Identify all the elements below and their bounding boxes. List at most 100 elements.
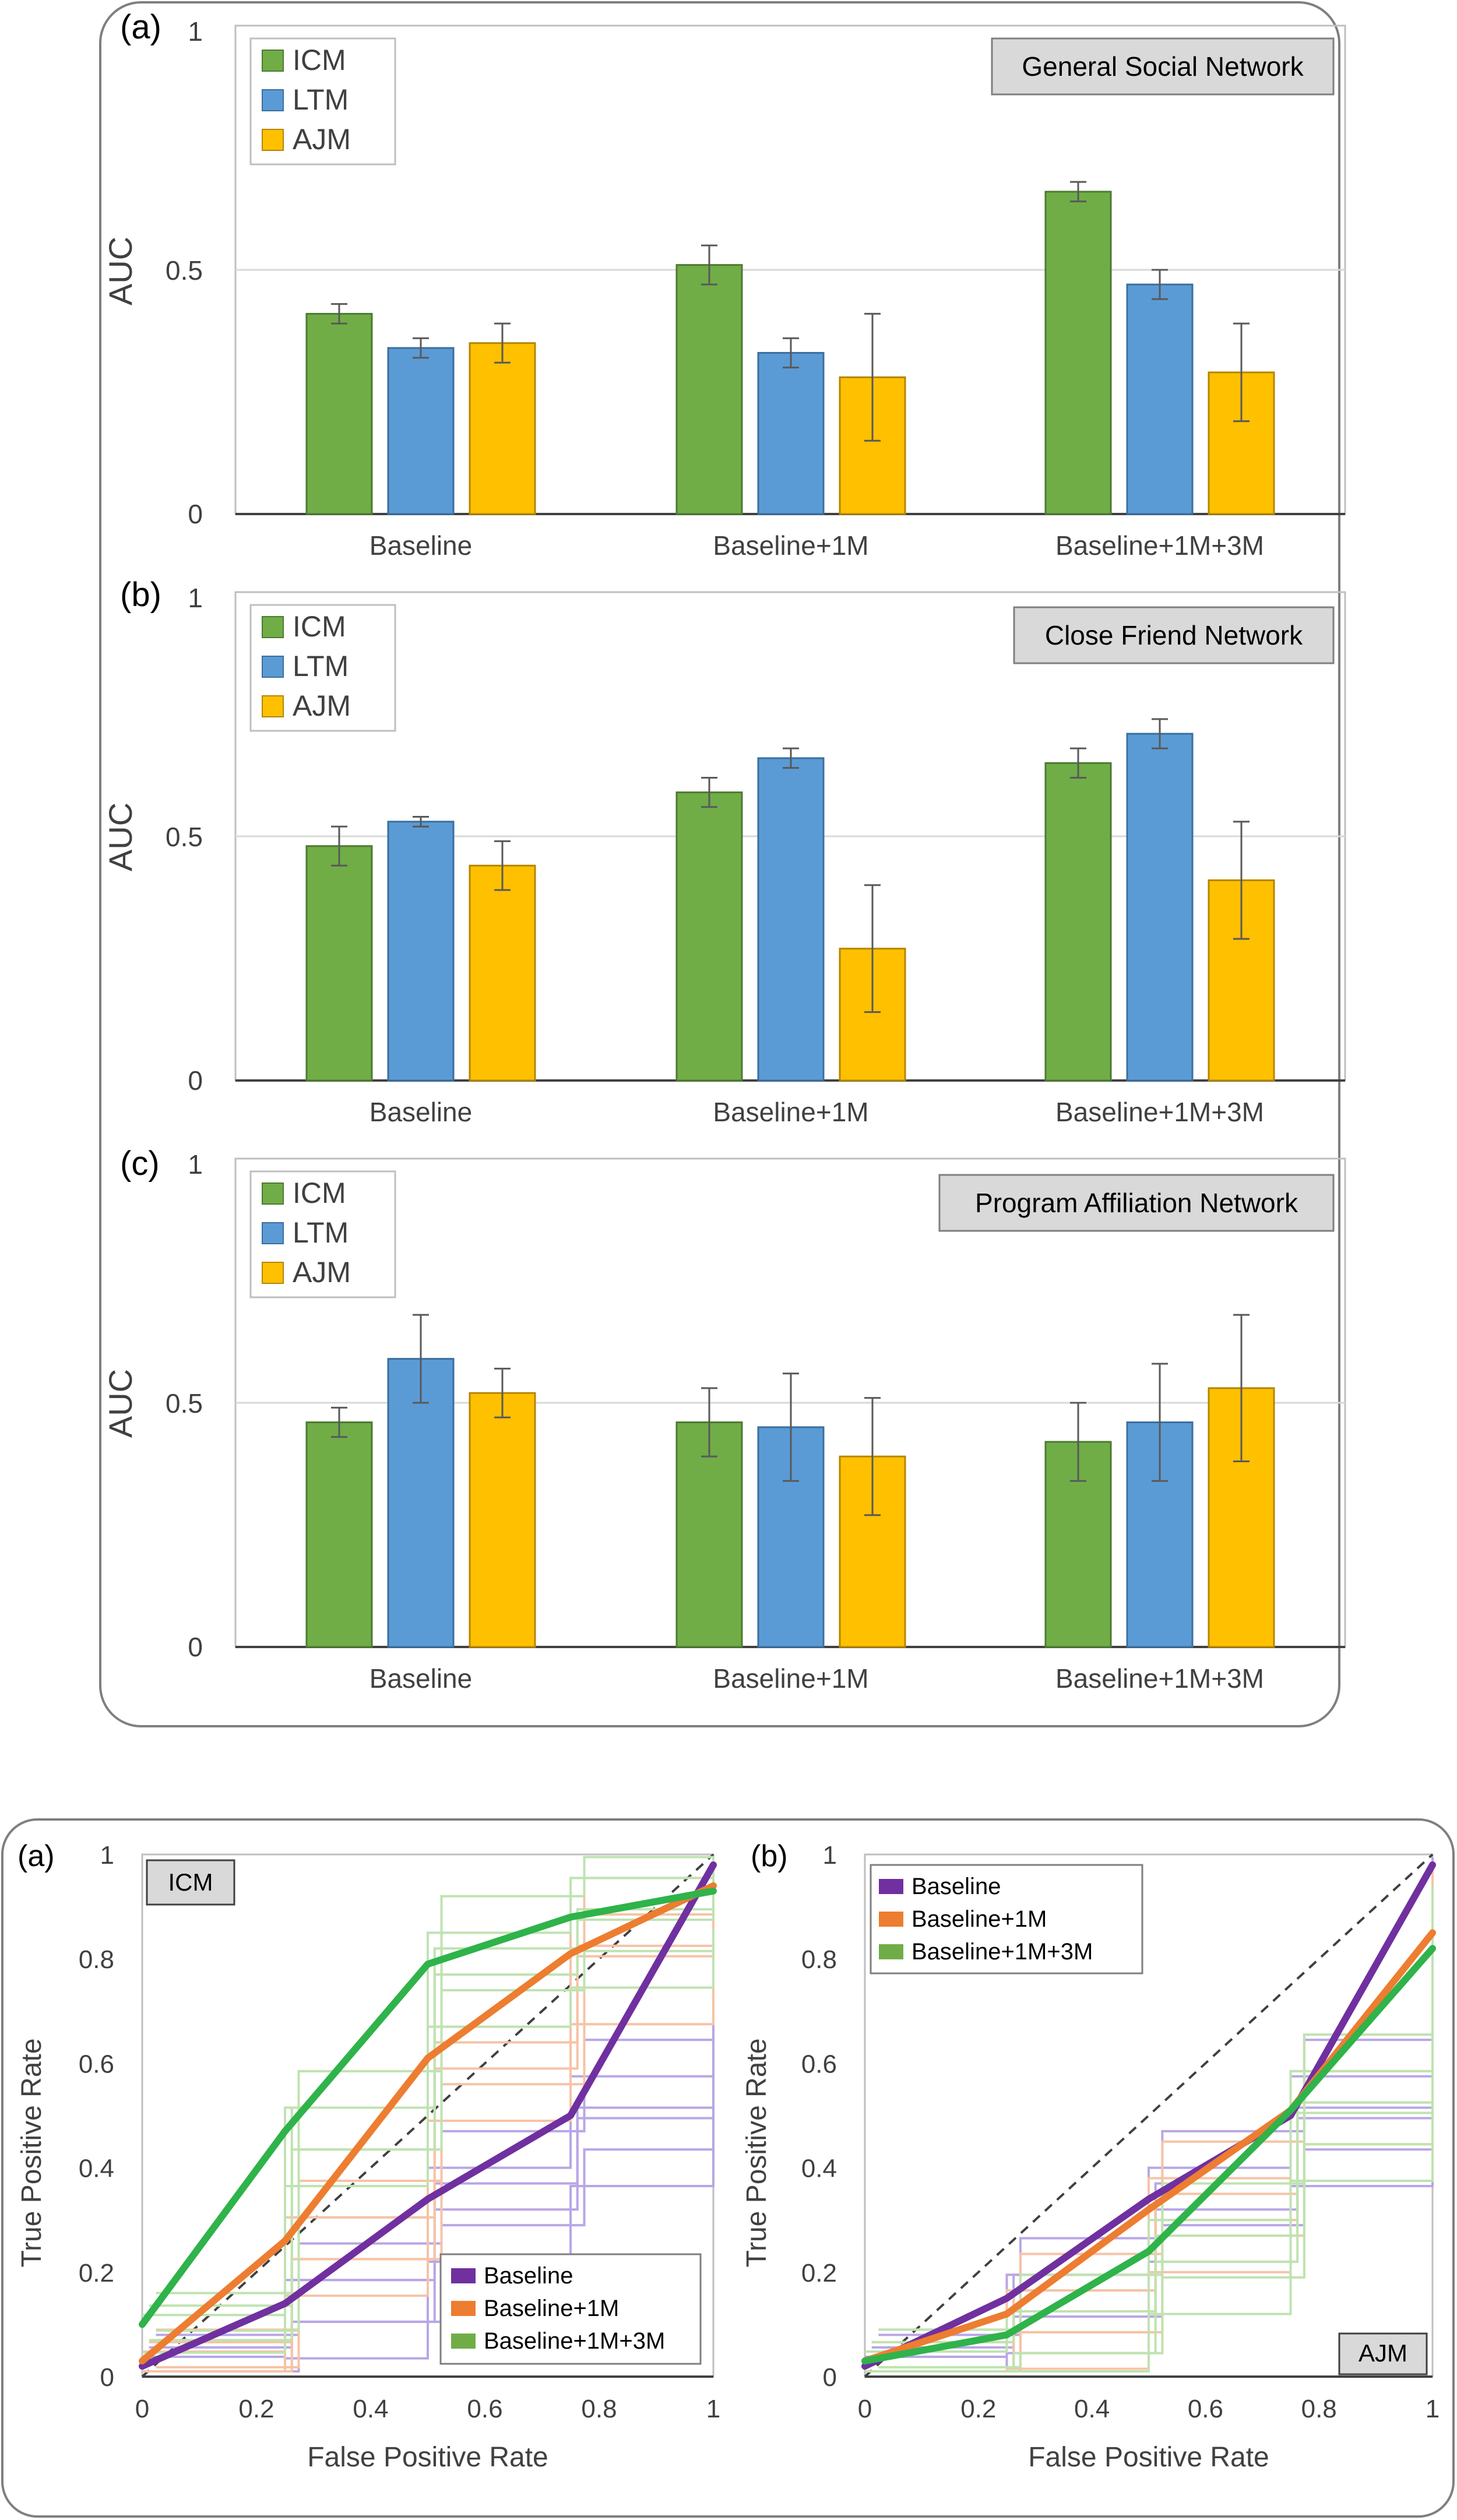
panel-title-box xyxy=(1338,2332,1428,2375)
y-tick-label: 0 xyxy=(100,2363,114,2392)
legend-label-ajm: AJM xyxy=(293,123,351,156)
legend-swatch-ajm xyxy=(262,129,284,151)
legend-swatch-icm xyxy=(262,616,284,638)
panel-title: AJM xyxy=(1359,2339,1407,2367)
y-tick-label: 0 xyxy=(188,499,203,529)
panel-title-box xyxy=(1013,606,1335,664)
legend-label-ltm: LTM xyxy=(293,650,349,682)
y-tick-label: 0.2 xyxy=(79,2259,114,2287)
bar-ltm-baseline-1m-3m xyxy=(1126,283,1194,515)
x-tick-label: Baseline+1M+3M xyxy=(1055,1663,1264,1694)
bar-ltm-baseline xyxy=(387,821,455,1082)
error-bar xyxy=(413,815,429,828)
roc-panel-a: (a) True Positive Rate 0 0.2 0.4 0.6 0.8 1 0 0… xyxy=(16,1839,720,2473)
panel-label: (c) xyxy=(120,1145,160,1182)
legend: Baseline Baseline+1M Baseline+1M+3M xyxy=(870,1864,1143,1975)
panel-label: (b) xyxy=(751,1839,788,1873)
x-tick-label: 1 xyxy=(1426,2395,1440,2423)
error-bar xyxy=(783,1372,799,1482)
panel-label: (b) xyxy=(120,576,161,614)
x-tick-label: 0 xyxy=(135,2395,149,2423)
error-bar xyxy=(701,776,717,808)
legend-swatch-ltm xyxy=(262,1222,284,1244)
error-bar xyxy=(331,825,347,867)
bar-ltm-baseline-1m-3m xyxy=(1126,733,1194,1082)
x-tick-label: 0.8 xyxy=(1301,2395,1337,2423)
bar-panel-b: (b) AUC 1 0.5 0 Baseline Baseline+1M Bas… xyxy=(102,576,1346,1127)
x-tick-label: 0.4 xyxy=(353,2395,388,2423)
bar-ltm-baseline-1m xyxy=(757,351,825,515)
legend-swatch-baseline xyxy=(451,2268,476,2283)
roc-panel-b: (b) True Positive Rate 0 0.2 0.4 0.6 0.8 1 0 0… xyxy=(741,1839,1440,2473)
error-bar xyxy=(864,884,881,1013)
error-bar xyxy=(1233,322,1250,423)
y-tick-label: 0.8 xyxy=(79,1945,114,1974)
x-tick-label: Baseline+1M+3M xyxy=(1055,530,1264,561)
legend-label-ajm: AJM xyxy=(293,689,351,722)
y-tick-label: 0 xyxy=(188,1632,203,1662)
error-bar xyxy=(864,1397,881,1516)
error-bar xyxy=(783,337,799,369)
bar-ajm-baseline xyxy=(469,1392,536,1648)
y-tick-label: 1 xyxy=(823,1841,837,1870)
bar-icm-baseline-1m-3m xyxy=(1044,191,1112,515)
x-tick-label: 0.8 xyxy=(581,2395,617,2423)
panel-title: Close Friend Network xyxy=(1045,620,1303,650)
x-tick-label: 0.4 xyxy=(1074,2395,1110,2423)
panel-label: (a) xyxy=(17,1839,55,1873)
error-bar xyxy=(413,337,429,359)
legend: ICM LTM AJM xyxy=(249,604,396,732)
legend-label-ajm: AJM xyxy=(293,1256,351,1289)
bar-icm-baseline-1m xyxy=(675,1421,743,1648)
legend-swatch-baseline-1m xyxy=(451,2301,476,2316)
bar-icm-baseline xyxy=(305,845,373,1082)
legend: Baseline Baseline+1M Baseline+1M+3M xyxy=(439,2253,702,2365)
bar-panel-a: (a) AUC 1 0.5 0 Baseline Baseline+1M Bas… xyxy=(102,8,1346,561)
legend-swatch-ltm xyxy=(262,89,284,111)
panel-title: Program Affiliation Network xyxy=(975,1188,1298,1218)
x-tick-label: 0.6 xyxy=(467,2395,502,2423)
bar-icm-baseline xyxy=(305,1421,373,1648)
panel-title-box xyxy=(146,1859,235,1906)
bar-ltm-baseline-1m xyxy=(757,757,825,1082)
error-bar xyxy=(1152,718,1168,749)
legend-swatch-baseline-1m-3m xyxy=(451,2334,476,2349)
error-bar xyxy=(1070,181,1086,203)
x-tick-label: 0.6 xyxy=(1188,2395,1223,2423)
error-bar xyxy=(331,303,347,325)
series-line-baseline-1m-3m xyxy=(139,1887,717,2328)
x-tick-label: Baseline+1M xyxy=(713,1663,868,1694)
legend-frame xyxy=(870,1864,1143,1975)
legend-label-icm: ICM xyxy=(293,44,346,76)
y-tick-label: 1 xyxy=(100,1841,114,1870)
legend-swatch-ajm xyxy=(262,695,284,717)
legend-swatch-baseline-1m-3m xyxy=(879,1944,903,1959)
error-bar xyxy=(1070,747,1086,779)
error-bar xyxy=(494,1367,511,1419)
error-bar xyxy=(864,312,881,442)
x-tick-label: Baseline xyxy=(369,1663,472,1694)
legend-label-baseline-1m-3m: Baseline+1M+3M xyxy=(911,1939,1093,1965)
fold-curve-baseline-1m-3m xyxy=(142,1857,715,2317)
legend-label-ltm: LTM xyxy=(293,83,349,116)
fold-curve-baseline-1m-3m xyxy=(878,1885,1434,2331)
panel-label: (a) xyxy=(120,8,161,46)
x-tick-label: 0.2 xyxy=(238,2395,274,2423)
legend-label-baseline-1m: Baseline+1M xyxy=(484,2296,619,2321)
error-bar xyxy=(494,840,511,891)
error-bar xyxy=(1152,1363,1168,1482)
plot-area xyxy=(234,1157,1346,1648)
bottom-figure-frame xyxy=(1,1818,1455,2518)
y-tick-label: 1 xyxy=(188,1149,203,1180)
y-axis-title: AUC xyxy=(102,237,139,305)
x-tick-label: Baseline xyxy=(369,530,472,561)
y-tick-label: 1 xyxy=(188,583,203,613)
legend-label-baseline-1m-3m: Baseline+1M+3M xyxy=(484,2328,665,2354)
x-tick-label: 0.2 xyxy=(960,2395,996,2423)
error-bar xyxy=(494,322,511,364)
y-tick-label: 1 xyxy=(188,16,203,47)
bar-icm-baseline-1m-3m xyxy=(1044,762,1112,1082)
y-tick-label: 0.5 xyxy=(166,1388,203,1419)
x-tick-label: 1 xyxy=(706,2395,720,2423)
